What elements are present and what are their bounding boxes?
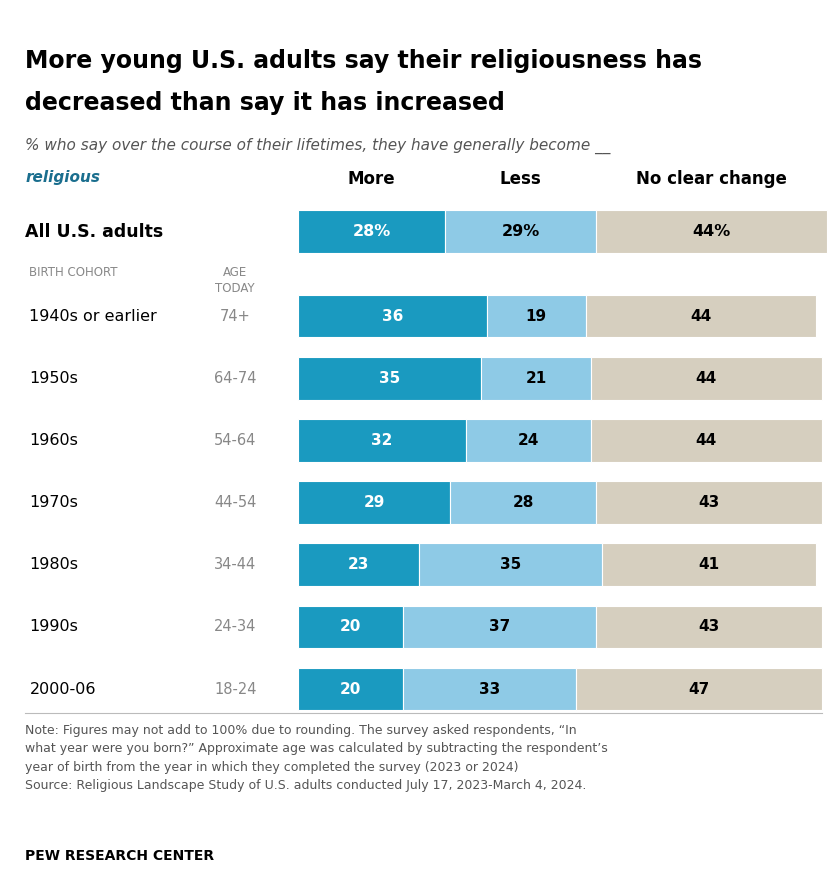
Bar — [481, 357, 591, 400]
Bar — [591, 419, 822, 462]
Text: 34-44: 34-44 — [214, 558, 256, 572]
Bar — [601, 543, 816, 586]
Bar — [298, 295, 486, 337]
Bar — [586, 295, 816, 337]
Text: PEW RESEARCH CENTER: PEW RESEARCH CENTER — [25, 849, 214, 863]
Bar — [298, 606, 403, 648]
Text: 43: 43 — [698, 620, 720, 634]
Text: More: More — [348, 170, 396, 188]
Text: religious: religious — [25, 170, 100, 186]
Text: 28: 28 — [512, 496, 534, 510]
Text: 1990s: 1990s — [29, 620, 78, 634]
Text: 44: 44 — [696, 371, 717, 385]
Bar — [596, 481, 822, 524]
Bar — [403, 668, 575, 710]
Text: All U.S. adults: All U.S. adults — [25, 223, 164, 241]
Text: 1950s: 1950s — [29, 371, 78, 385]
Text: 1960s: 1960s — [29, 433, 78, 448]
Text: % who say over the course of their lifetimes, they have generally become __: % who say over the course of their lifet… — [25, 138, 611, 154]
Text: No clear change: No clear change — [636, 170, 787, 188]
Bar — [298, 668, 403, 710]
Text: 1970s: 1970s — [29, 496, 78, 510]
Bar — [465, 419, 591, 462]
Text: AGE
TODAY: AGE TODAY — [215, 266, 255, 296]
Text: 18-24: 18-24 — [214, 682, 256, 696]
Bar — [298, 419, 465, 462]
Text: 44%: 44% — [692, 225, 731, 239]
Text: 35: 35 — [379, 371, 401, 385]
Text: 44: 44 — [690, 309, 711, 323]
Text: 47: 47 — [688, 682, 709, 696]
Text: 20: 20 — [340, 682, 361, 696]
Text: 32: 32 — [371, 433, 392, 448]
Bar — [575, 668, 822, 710]
Text: 54-64: 54-64 — [214, 433, 256, 448]
Text: 33: 33 — [479, 682, 500, 696]
Bar — [298, 481, 450, 524]
Text: Less: Less — [500, 170, 542, 188]
Bar — [444, 210, 596, 253]
Bar — [591, 357, 822, 400]
Text: 1940s or earlier: 1940s or earlier — [29, 309, 157, 323]
Text: 74+: 74+ — [220, 309, 250, 323]
Bar — [298, 210, 444, 253]
Bar — [596, 606, 822, 648]
Text: 24: 24 — [517, 433, 539, 448]
Bar — [418, 543, 601, 586]
Text: 29: 29 — [364, 496, 385, 510]
Text: 64-74: 64-74 — [214, 371, 256, 385]
Text: 43: 43 — [698, 496, 720, 510]
Bar — [486, 295, 586, 337]
Text: 21: 21 — [526, 371, 547, 385]
Text: 35: 35 — [500, 558, 521, 572]
Text: Note: Figures may not add to 100% due to rounding. The survey asked respondents,: Note: Figures may not add to 100% due to… — [25, 724, 608, 792]
Text: 37: 37 — [489, 620, 511, 634]
Text: 36: 36 — [381, 309, 403, 323]
Text: 20: 20 — [340, 620, 361, 634]
Bar — [596, 210, 827, 253]
Text: 44: 44 — [696, 433, 717, 448]
Text: BIRTH COHORT: BIRTH COHORT — [29, 266, 118, 280]
Text: 44-54: 44-54 — [214, 496, 256, 510]
Text: 1980s: 1980s — [29, 558, 78, 572]
Bar — [298, 357, 481, 400]
Bar — [298, 543, 418, 586]
Text: decreased than say it has increased: decreased than say it has increased — [25, 91, 505, 115]
Bar — [450, 481, 596, 524]
Text: 24-34: 24-34 — [214, 620, 256, 634]
Text: 2000-06: 2000-06 — [29, 682, 96, 696]
Text: More young U.S. adults say their religiousness has: More young U.S. adults say their religio… — [25, 49, 702, 73]
Text: 19: 19 — [526, 309, 547, 323]
Text: 23: 23 — [348, 558, 369, 572]
Bar — [403, 606, 596, 648]
Text: 29%: 29% — [501, 225, 540, 239]
Text: 41: 41 — [698, 558, 720, 572]
Text: 28%: 28% — [352, 225, 391, 239]
